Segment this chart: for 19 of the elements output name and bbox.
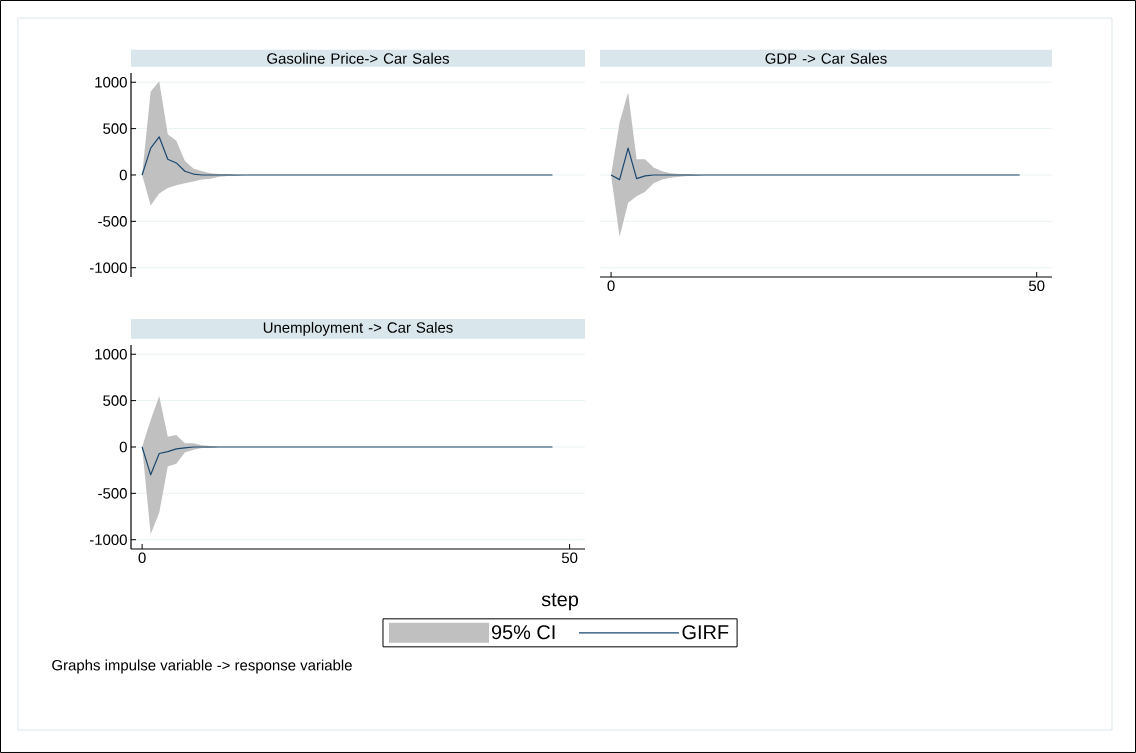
y-tick-label: -1000 <box>89 534 127 545</box>
chart-title: GDP -> Car Sales <box>765 52 887 64</box>
y-tick-label: 1000 <box>95 76 127 88</box>
text: 95% CI <box>491 625 555 640</box>
y-tick-label: 500 <box>103 395 127 406</box>
y-tick-label: -500 <box>98 216 127 227</box>
text: Graphs impulse variable -> response variable <box>52 659 352 674</box>
text: GIRF <box>682 625 729 640</box>
x-tick-label: 50 <box>561 552 578 564</box>
y-tick-label: -500 <box>98 488 127 499</box>
y-tick-label: 500 <box>103 123 127 134</box>
y-tick-label: 0 <box>119 441 127 453</box>
y-tick-label: -1000 <box>89 262 127 273</box>
x-axis-title: step <box>541 593 579 611</box>
y-tick-label: 0 <box>119 169 127 181</box>
chart-title: Unemployment -> Car Sales <box>263 321 453 336</box>
x-tick-label: 50 <box>1028 280 1045 292</box>
chart-title: Gasoline Price-> Car Sales <box>267 52 449 64</box>
y-tick-label: 1000 <box>95 348 127 360</box>
